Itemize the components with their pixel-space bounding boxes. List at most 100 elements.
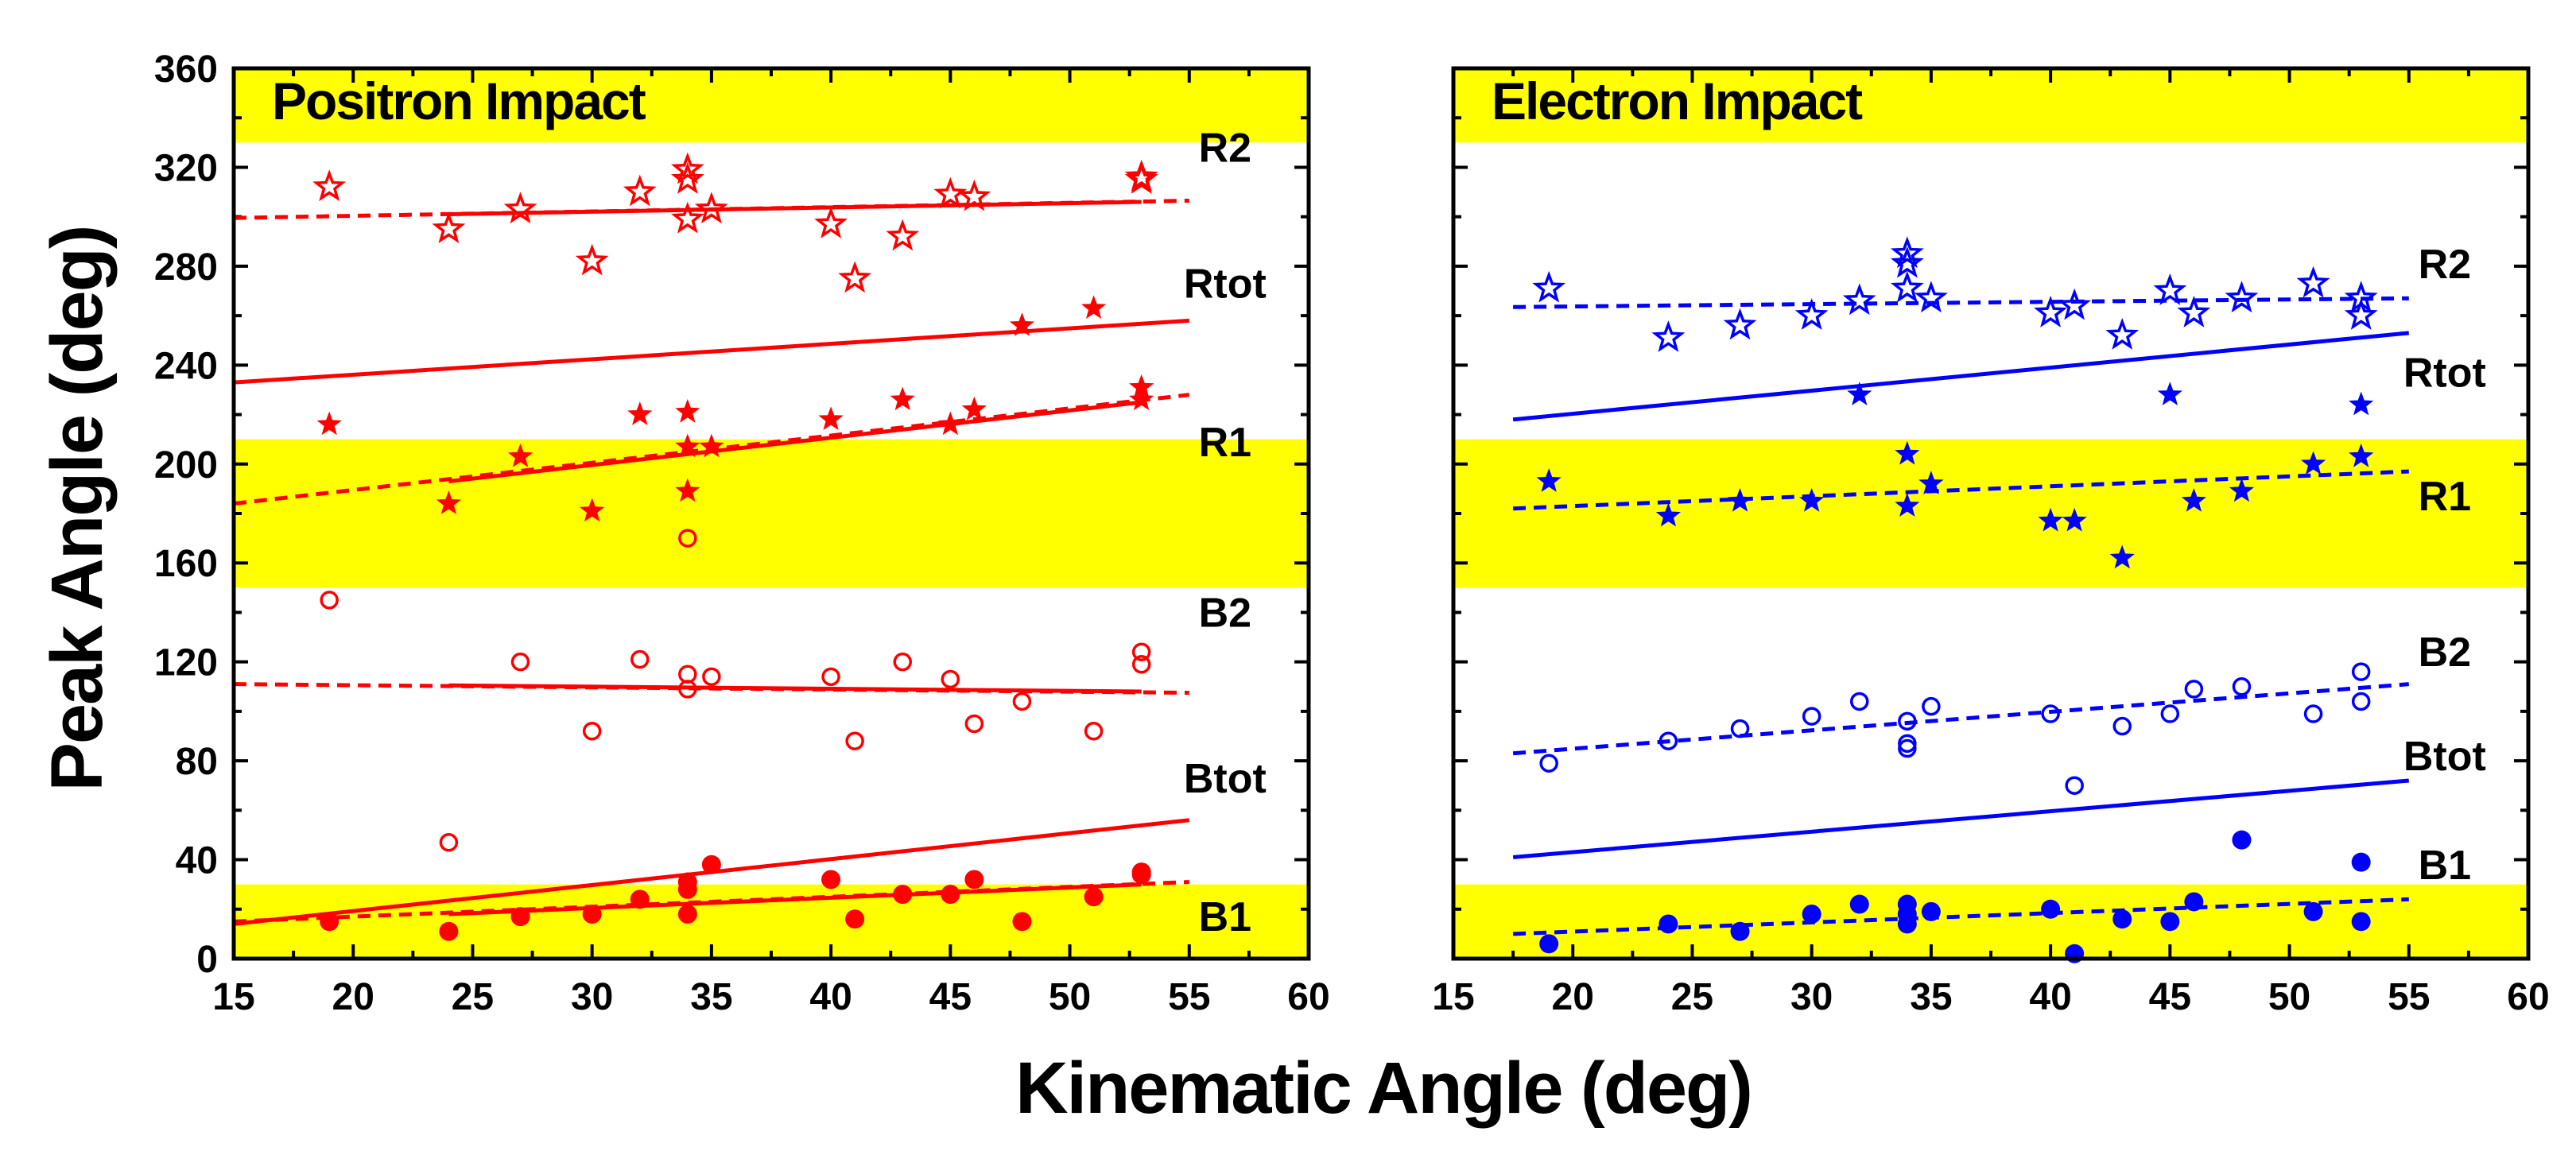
point-b1 bbox=[1084, 887, 1104, 907]
series-label-r1: R1 bbox=[1199, 420, 1251, 466]
point-b2 bbox=[2232, 677, 2252, 696]
x-tick-label: 50 bbox=[1049, 976, 1091, 1018]
point-r1 bbox=[1129, 386, 1154, 411]
x-tick-label: 50 bbox=[2268, 976, 2310, 1018]
point-r1 bbox=[961, 396, 987, 420]
point-r1 bbox=[580, 498, 605, 522]
point-r1 bbox=[627, 401, 653, 425]
point-r2 bbox=[1890, 236, 1924, 269]
x-tick-label: 30 bbox=[1790, 976, 1833, 1018]
fit-line-b2-fit-ext bbox=[234, 682, 1189, 696]
point-b1 bbox=[1539, 934, 1559, 954]
xtick-labels-electron: 15 20 25 30 35 40 45 50 55 60 bbox=[1432, 976, 2549, 1018]
y-tick-label: 120 bbox=[154, 642, 218, 684]
point-r2 bbox=[957, 179, 991, 211]
point-b1 bbox=[2112, 909, 2132, 929]
point-r1 bbox=[2038, 507, 2063, 532]
x-tick-label: 55 bbox=[1168, 976, 1210, 1018]
series-label-r2: R2 bbox=[1199, 126, 1251, 172]
point-b1 bbox=[701, 855, 721, 874]
point-r1 bbox=[2157, 382, 2182, 405]
ytick-labels-positron: 0 40 80 120 160 200 240 280 320 360 bbox=[154, 48, 218, 981]
point-r2 bbox=[933, 176, 968, 209]
point-b1 bbox=[439, 921, 459, 941]
plot-frame-electron bbox=[1451, 66, 2531, 961]
point-b1 bbox=[845, 909, 865, 929]
x-tick-label: 35 bbox=[1910, 976, 1952, 1018]
point-b2 bbox=[702, 667, 721, 687]
series-label-rtot: Rtot bbox=[2403, 351, 2486, 397]
point-r2 bbox=[2344, 298, 2378, 330]
point-r1 bbox=[1918, 471, 1944, 494]
yellow-band-0 bbox=[1453, 884, 2528, 959]
point-r2 bbox=[1842, 283, 1876, 316]
point-r1 bbox=[1895, 440, 1920, 465]
point-b2 bbox=[2351, 692, 2371, 711]
y-tick-label: 0 bbox=[196, 939, 218, 981]
point-r1 bbox=[1847, 382, 1872, 405]
point-r1 bbox=[507, 443, 533, 467]
point-b1 bbox=[2041, 899, 2061, 919]
x-tick-label: 60 bbox=[1287, 976, 1329, 1018]
point-r1 bbox=[1080, 295, 1107, 320]
point-r2 bbox=[670, 162, 704, 194]
point-r1 bbox=[2062, 507, 2087, 532]
panel-title-positron: Positron Impact bbox=[272, 72, 646, 130]
point-b2 bbox=[320, 591, 339, 610]
point-b2 bbox=[1802, 707, 1821, 726]
point-r1 bbox=[699, 433, 724, 458]
x-tick-label: 20 bbox=[332, 976, 374, 1018]
point-b2 bbox=[941, 669, 960, 689]
x-tick-label: 15 bbox=[1432, 976, 1474, 1018]
point-r2 bbox=[2105, 318, 2140, 350]
x-tick-label: 40 bbox=[2029, 976, 2071, 1018]
point-r2 bbox=[2058, 288, 2092, 320]
point-b2 bbox=[1730, 719, 1750, 738]
fit-line-rtot bbox=[234, 318, 1189, 385]
panel-electron: 15 20 25 30 35 40 45 50 55 60 R2 Rtot R1 B2 Btot B1 El… bbox=[1432, 66, 2550, 1018]
point-r1 bbox=[1727, 487, 1753, 512]
point-b2 bbox=[964, 714, 984, 734]
point-r1 bbox=[1009, 312, 1035, 336]
point-r2 bbox=[312, 169, 347, 202]
plot-frame-positron bbox=[231, 66, 1311, 961]
point-r1 bbox=[675, 478, 700, 502]
point-r2 bbox=[1124, 162, 1158, 194]
point-r1 bbox=[2300, 451, 2326, 475]
y-tick-label: 320 bbox=[154, 147, 218, 189]
point-b2 bbox=[1922, 696, 1941, 716]
point-b2 bbox=[1012, 692, 1032, 711]
point-r2 bbox=[2034, 296, 2068, 327]
fit-line-r1-fit bbox=[448, 400, 1142, 484]
point-r2 bbox=[1914, 281, 1948, 313]
point-b1 bbox=[1802, 905, 1821, 924]
point-b1 bbox=[1897, 914, 1917, 934]
point-b2 bbox=[845, 731, 864, 750]
point-r1 bbox=[1895, 493, 1920, 517]
point-b1 bbox=[2184, 892, 2204, 912]
y-tick-label: 40 bbox=[176, 840, 218, 882]
point-r2 bbox=[1794, 298, 1829, 330]
point-b2 bbox=[1131, 642, 1151, 661]
point-b2 bbox=[1898, 738, 1917, 758]
point-r2 bbox=[694, 192, 728, 224]
points-electron bbox=[1532, 236, 2378, 963]
fit-line-rtot bbox=[1512, 331, 2410, 422]
series-label-btot: Btot bbox=[2403, 734, 2486, 780]
point-r2 bbox=[432, 211, 466, 244]
point-b2 bbox=[2065, 776, 2084, 795]
point-r2 bbox=[1124, 159, 1158, 192]
x-tick-label: 45 bbox=[929, 976, 972, 1018]
point-b1 bbox=[821, 870, 841, 889]
point-b2 bbox=[2303, 704, 2323, 723]
point-b2 bbox=[510, 652, 530, 672]
yellow-band-2 bbox=[234, 68, 1309, 143]
point-b2 bbox=[1084, 722, 1104, 741]
point-r1 bbox=[436, 490, 462, 514]
point-b2 bbox=[630, 649, 650, 669]
y-axis-label: Peak Angle (deg) bbox=[37, 227, 118, 792]
fit-line-b2-fit bbox=[1512, 682, 2409, 756]
point-r1 bbox=[675, 398, 700, 423]
x-tick-label: 60 bbox=[2507, 976, 2549, 1018]
